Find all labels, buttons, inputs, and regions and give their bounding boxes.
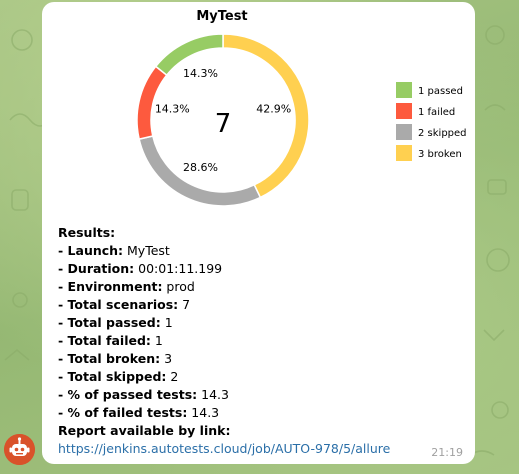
robot-icon (4, 434, 35, 465)
legend-label-skipped: 2 skipped (418, 128, 467, 139)
result-value: 1 (160, 315, 173, 330)
chart-title: MyTest (196, 9, 248, 24)
result-value: 2 (166, 369, 179, 384)
slice-broken (222, 33, 310, 199)
slice-percent-label: 14.3% (155, 102, 190, 115)
result-label: - % of failed tests: (58, 405, 188, 420)
result-label: - Total skipped: (58, 369, 167, 384)
result-value: 14.3 (197, 387, 229, 402)
result-value: 3 (160, 351, 173, 366)
result-row: - Total skipped: 2 (58, 368, 230, 386)
result-row: - % of passed tests: 14.3 (58, 386, 230, 404)
result-value: prod (162, 279, 195, 294)
total-count-label: 7 (215, 109, 232, 139)
result-row: - Total passed: 1 (58, 314, 230, 332)
legend-label-broken: 3 broken (418, 149, 462, 160)
result-label: - Environment: (58, 279, 163, 294)
result-value: 1 (150, 333, 163, 348)
legend-label-failed: 1 failed (418, 107, 455, 118)
legend-swatch-broken (396, 145, 412, 161)
result-value: 14.3 (187, 405, 220, 420)
report-link[interactable]: https://jenkins.autotests.cloud/job/AUTO… (58, 441, 391, 456)
legend-label-passed: 1 passed (418, 86, 463, 97)
slice-passed (154, 33, 224, 77)
result-value: 7 (178, 297, 191, 312)
results-text: Results: - Launch: MyTest - Duration: 00… (58, 224, 230, 440)
result-label: - Total scenarios: (58, 297, 179, 312)
legend-swatch-passed (396, 82, 412, 98)
result-value: 00:01:11.199 (134, 261, 223, 276)
legend-swatch-failed (396, 103, 412, 119)
result-row: - Duration: 00:01:11.199 (58, 260, 230, 278)
result-label: - % of passed tests: (58, 387, 198, 402)
slice-percent-label: 14.3% (183, 67, 218, 80)
result-label: - Launch: (58, 243, 124, 258)
result-row: - Total scenarios: 7 (58, 296, 230, 314)
message-time: 21:19 (431, 446, 463, 459)
result-label: - Total failed: (58, 333, 151, 348)
results-heading: Results: (58, 225, 116, 240)
result-row: - Environment: prod (58, 278, 230, 296)
legend-swatch-skipped (396, 124, 412, 140)
report-label: Report available by link: (58, 423, 231, 438)
result-row: - Launch: MyTest (58, 242, 230, 260)
message-bubble: MyTest 42.9% 28.6% 14.3% 14.3% 7 1 passed 1 … (42, 2, 475, 464)
report-donut-chart: 42.9% 28.6% 14.3% 14.3% 7 1 passed 1 failed 2… (136, 33, 467, 207)
result-row: - Total broken: 3 (58, 350, 230, 368)
result-value: MyTest (123, 243, 170, 258)
result-label: - Total passed: (58, 315, 161, 330)
result-row: - Total failed: 1 (58, 332, 230, 350)
bot-avatar[interactable] (4, 434, 35, 465)
result-label: - Duration: (58, 261, 135, 276)
slice-percent-label: 42.9% (256, 102, 291, 115)
result-row: - % of failed tests: 14.3 (58, 404, 230, 422)
result-label: - Total broken: (58, 351, 161, 366)
slice-percent-label: 28.6% (183, 161, 218, 174)
